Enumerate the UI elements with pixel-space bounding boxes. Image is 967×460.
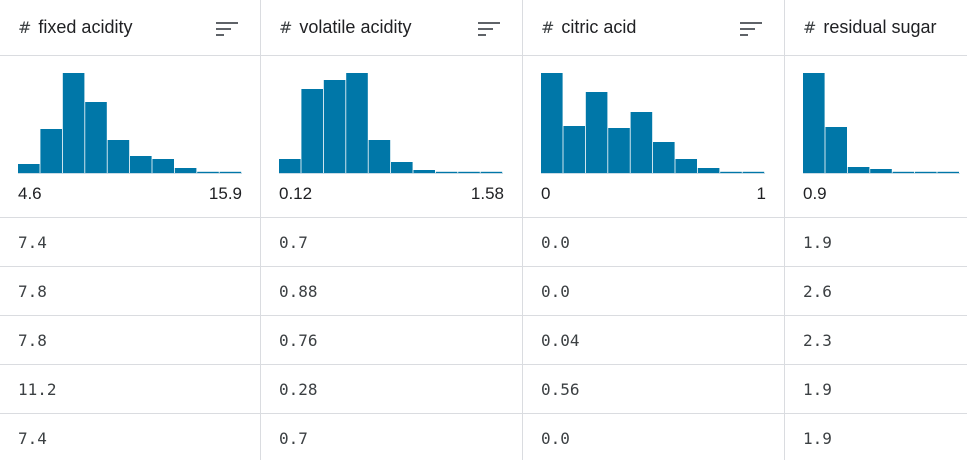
histogram-bar[interactable] (152, 159, 174, 173)
table-cell[interactable]: 0.28 (261, 365, 522, 414)
histogram-bar[interactable] (301, 89, 323, 173)
histogram-bar[interactable] (825, 127, 847, 173)
range-min: 4.6 (18, 184, 42, 203)
table-cell[interactable]: 11.2 (0, 365, 260, 414)
range-min: 0.12 (279, 184, 313, 203)
histogram-bar[interactable] (915, 171, 937, 173)
table-cell[interactable]: 7.8 (0, 316, 260, 365)
column-title: fixed acidity (38, 17, 133, 37)
histogram-chart (541, 73, 765, 174)
column-header[interactable]: # volatile acidity (261, 0, 522, 56)
histogram-chart (803, 73, 960, 174)
histogram-bar[interactable] (197, 171, 219, 173)
histogram-baseline (279, 173, 503, 174)
range-max: 1 (756, 184, 766, 203)
histogram-bar[interactable] (870, 169, 892, 173)
histogram-chart (279, 73, 503, 174)
hash-icon: # (279, 18, 293, 37)
table-cell[interactable]: 0.04 (523, 316, 784, 365)
histogram-panel: 0.12 1.58 (261, 56, 522, 218)
table-cell[interactable]: 7.4 (0, 218, 260, 267)
histogram-panel: 4.6 15.9 (0, 56, 260, 218)
histogram-bar[interactable] (541, 73, 563, 173)
hash-icon: # (803, 18, 817, 37)
column-header[interactable]: # fixed acidity (0, 0, 260, 56)
histogram-bar[interactable] (803, 73, 825, 173)
histogram-bar[interactable] (697, 168, 720, 173)
range-min: 0.9 (803, 184, 827, 203)
histogram-bar[interactable] (608, 128, 630, 173)
table-cell[interactable]: 0.76 (261, 316, 522, 365)
range-max: 1.58 (470, 184, 504, 203)
histogram-baseline (803, 173, 960, 174)
sort-lines-icon[interactable] (478, 22, 500, 36)
histogram-bar[interactable] (85, 102, 107, 173)
histogram-bar[interactable] (675, 159, 697, 173)
column-fixed-acidity: # fixed acidity 4.6 15.9 7.4 7.8 7.8 11.… (0, 0, 261, 460)
table-cell[interactable]: 0.0 (523, 414, 784, 460)
sort-lines-icon[interactable] (216, 22, 238, 36)
range-min: 0 (541, 184, 551, 203)
column-header[interactable]: # residual sugar (785, 0, 967, 56)
column-title: volatile acidity (299, 17, 412, 37)
histogram-bar[interactable] (458, 171, 480, 173)
histogram-bar[interactable] (413, 170, 435, 173)
histogram-bar[interactable] (892, 171, 915, 173)
histogram-bar[interactable] (279, 159, 301, 173)
histogram-bar[interactable] (720, 171, 742, 173)
table-cell[interactable]: 7.8 (0, 267, 260, 316)
histogram-bar[interactable] (40, 129, 62, 173)
histogram-chart (18, 73, 242, 174)
histogram-bar[interactable] (107, 140, 130, 173)
histogram-panel: 0 1 (523, 56, 784, 218)
column-residual-sugar: # residual sugar 0.9 1.9 2.6 2.3 1.9 1.9 (785, 0, 967, 460)
column-citric-acid: # citric acid 0 1 0.0 0.0 0.04 0.56 0.0 (523, 0, 785, 460)
histogram-bar[interactable] (563, 126, 585, 173)
histogram-bar[interactable] (323, 80, 346, 173)
histogram-bar[interactable] (630, 112, 653, 173)
hash-icon: # (18, 18, 32, 37)
table-cell[interactable]: 0.7 (261, 218, 522, 267)
hash-icon: # (541, 18, 555, 37)
sort-lines-icon[interactable] (740, 22, 762, 36)
table-cell[interactable]: 2.3 (785, 316, 967, 365)
histogram-bar[interactable] (174, 168, 197, 173)
table-cell[interactable]: 1.9 (785, 218, 967, 267)
table-cell[interactable]: 1.9 (785, 365, 967, 414)
histogram-bar[interactable] (937, 171, 959, 173)
range-max: 15.9 (208, 184, 242, 203)
histogram-bar[interactable] (847, 167, 870, 173)
table-cell[interactable]: 0.7 (261, 414, 522, 460)
histogram-bar[interactable] (368, 140, 391, 173)
histogram-bar[interactable] (18, 164, 40, 173)
table-cell[interactable]: 0.88 (261, 267, 522, 316)
column-header[interactable]: # citric acid (523, 0, 784, 56)
histogram-bar[interactable] (742, 171, 765, 173)
column-title: citric acid (561, 17, 637, 37)
histogram-baseline (18, 173, 242, 174)
histogram-bar[interactable] (435, 171, 458, 173)
histogram-bar[interactable] (480, 171, 503, 173)
table-cell[interactable]: 2.6 (785, 267, 967, 316)
table-cell[interactable]: 7.4 (0, 414, 260, 460)
table-cell[interactable]: 0.0 (523, 218, 784, 267)
table-cell[interactable]: 0.56 (523, 365, 784, 414)
histogram-panel: 0.9 (785, 56, 967, 218)
histogram-bar[interactable] (391, 162, 413, 173)
column-title: residual sugar (823, 17, 937, 37)
column-volatile-acidity: # volatile acidity 0.12 1.58 0.7 0.88 0.… (261, 0, 523, 460)
histogram-bar[interactable] (585, 92, 608, 173)
table-cell[interactable]: 1.9 (785, 414, 967, 460)
histogram-baseline (541, 173, 765, 174)
histogram-bar[interactable] (346, 73, 368, 173)
histogram-bar[interactable] (130, 156, 152, 173)
histogram-bar[interactable] (219, 171, 242, 173)
histogram-bar[interactable] (653, 142, 675, 173)
table-cell[interactable]: 0.0 (523, 267, 784, 316)
histogram-bar[interactable] (62, 73, 85, 173)
